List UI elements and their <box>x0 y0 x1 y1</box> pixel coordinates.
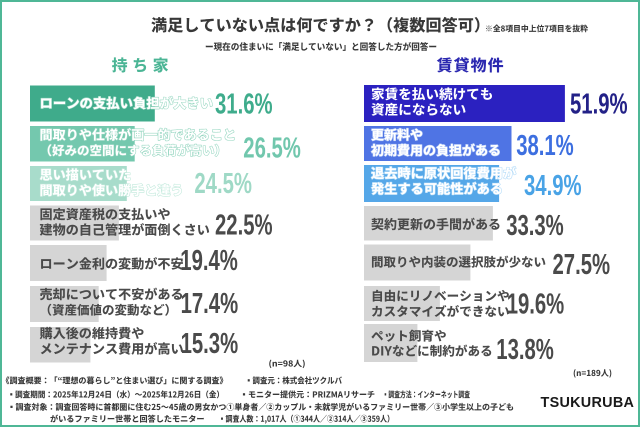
svg-text:TSUKURUBA: TSUKURUBA <box>541 395 635 411</box>
svg-text:27.5%: 27.5% <box>553 249 611 281</box>
svg-text:17.4%: 17.4% <box>181 288 239 320</box>
svg-text:38.1%: 38.1% <box>516 130 574 162</box>
svg-text:19.6%: 19.6% <box>507 288 565 320</box>
svg-text:51.9%: 51.9% <box>570 88 628 120</box>
svg-text:26.5%: 26.5% <box>243 132 301 164</box>
svg-text:13.8%: 13.8% <box>496 334 554 366</box>
svg-text:24.5%: 24.5% <box>194 168 252 200</box>
svg-text:33.3%: 33.3% <box>506 210 564 242</box>
svg-text:15.3%: 15.3% <box>181 328 239 360</box>
svg-text:22.5%: 22.5% <box>215 209 273 241</box>
svg-text:19.4%: 19.4% <box>180 245 238 277</box>
svg-text:31.6%: 31.6% <box>215 88 273 120</box>
svg-text:34.9%: 34.9% <box>524 170 582 202</box>
